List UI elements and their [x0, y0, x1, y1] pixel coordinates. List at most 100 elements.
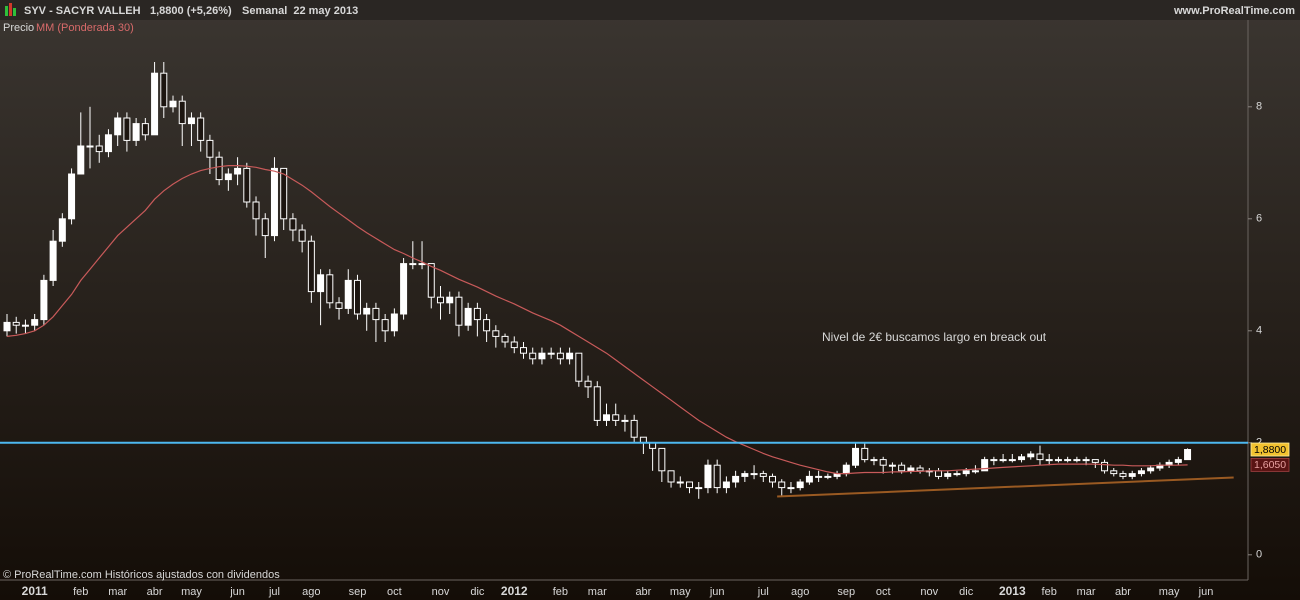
x-tick-label: mar: [1077, 586, 1096, 598]
x-tick-label: oct: [387, 586, 402, 598]
x-tick-label: may: [181, 586, 202, 598]
candle-body: [1128, 473, 1136, 477]
x-tick-label: mar: [588, 586, 607, 598]
candle-body: [796, 481, 804, 489]
candle-body: [686, 481, 694, 489]
candle-body: [529, 352, 537, 360]
x-tick-label: nov: [432, 586, 450, 598]
candle-body: [538, 352, 546, 360]
candle-body: [114, 117, 122, 136]
candle-body: [381, 319, 389, 332]
candle-body: [1073, 459, 1081, 462]
candle-body: [824, 475, 832, 478]
candle-body: [280, 167, 288, 220]
candle-body: [483, 319, 491, 332]
x-tick-label: jul: [268, 586, 280, 598]
candle-body: [418, 263, 426, 266]
candle-body: [187, 117, 195, 125]
candle-body: [999, 459, 1007, 462]
x-tick-label: abr: [1115, 586, 1131, 598]
x-tick-label: jun: [1198, 586, 1214, 598]
candle-body: [732, 475, 740, 483]
candle-body: [215, 156, 223, 181]
candle-body: [1119, 473, 1127, 477]
candle-body: [178, 100, 186, 125]
candle-body: [344, 279, 352, 309]
candle-body: [630, 419, 638, 438]
candle-body: [907, 467, 915, 472]
candle-body: [160, 72, 168, 108]
y-tick-label: 8: [1256, 101, 1262, 113]
candle-body: [695, 487, 703, 490]
candle-body: [1064, 459, 1072, 462]
candle-body: [400, 263, 408, 315]
candle-body: [805, 475, 813, 483]
candle-body: [575, 352, 583, 382]
candle-body: [95, 145, 103, 153]
candle-body: [363, 307, 371, 315]
candle-body: [713, 464, 721, 489]
candle-body: [234, 167, 242, 175]
icon: [5, 6, 8, 16]
candle-body: [446, 296, 454, 304]
x-tick-label: 2013: [999, 584, 1026, 598]
candle-body: [501, 335, 509, 343]
candle-body: [1174, 459, 1182, 463]
candle-body: [77, 145, 85, 175]
period: Semanal 22 may 2013: [242, 5, 358, 17]
x-tick-label: 2011: [22, 584, 48, 598]
candle-body: [141, 123, 149, 136]
candle-body: [1008, 459, 1016, 462]
candle-body: [1091, 459, 1099, 463]
candle-body: [353, 279, 361, 315]
candle-body: [852, 447, 860, 466]
candle-body: [21, 324, 29, 327]
candle-body: [676, 481, 684, 484]
candle-body: [704, 464, 712, 489]
candle-body: [49, 240, 57, 281]
icon: [13, 8, 16, 16]
candle-body: [464, 307, 472, 326]
price-label-box: [1250, 458, 1290, 472]
candle-body: [750, 473, 758, 476]
x-tick-label: sep: [349, 586, 367, 598]
candle-body: [335, 302, 343, 309]
x-tick-label: may: [1159, 586, 1180, 598]
candle-body: [317, 274, 325, 293]
candle-body: [962, 470, 970, 475]
candle-body: [1137, 470, 1145, 475]
candle-body: [1018, 456, 1026, 461]
candle-body: [12, 321, 20, 326]
candle-body: [58, 218, 66, 242]
candle-body: [603, 414, 610, 421]
candle-body: [372, 307, 380, 321]
annotation: Nivel de 2€ buscamos largo en breack out: [822, 330, 1047, 344]
candle-body: [1184, 449, 1192, 461]
x-tick-label: jul: [757, 586, 769, 598]
candle-body: [981, 459, 989, 472]
trend-line: [777, 476, 1234, 498]
y-tick-label: 6: [1256, 213, 1262, 225]
candle-body: [197, 117, 205, 141]
x-tick-label: dic: [470, 586, 485, 598]
header-bar: [0, 0, 1300, 20]
moving-average: [6, 165, 1188, 475]
candle-body: [667, 470, 675, 483]
candle-body: [3, 321, 11, 332]
candle-body: [390, 313, 398, 332]
x-tick-label: feb: [1042, 586, 1057, 598]
price-label-box: [1250, 442, 1290, 457]
candle-body: [31, 319, 39, 326]
candle-body: [658, 447, 666, 472]
candle-body: [409, 263, 417, 266]
x-tick-label: sep: [837, 586, 855, 598]
candle-body: [436, 296, 444, 304]
candle-body: [944, 473, 952, 477]
candle-body: [842, 464, 850, 475]
candle-body: [971, 470, 979, 473]
candle-body: [1082, 459, 1090, 462]
x-tick-label: mar: [108, 586, 127, 598]
candle-body: [206, 139, 214, 158]
candle-body: [861, 447, 869, 461]
